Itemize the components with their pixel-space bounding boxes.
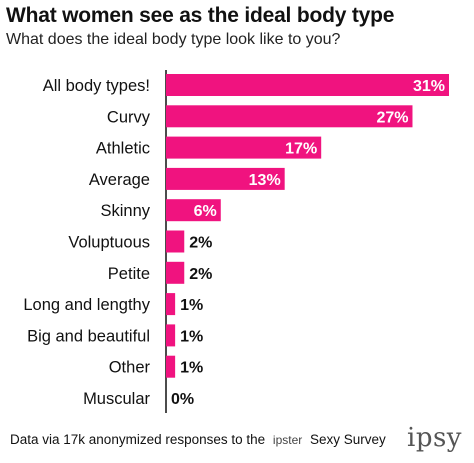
category-label-skinny: Skinny — [100, 202, 150, 220]
category-label-curvy: Curvy — [107, 108, 151, 126]
category-label-voluptuous: Voluptuous — [68, 234, 150, 252]
value-label-big-and-beautiful: 1% — [180, 328, 203, 345]
value-label-all-body-types: 31% — [413, 78, 445, 95]
category-label-long-and-lengthy: Long and lengthy — [23, 296, 150, 314]
ipsy-logo: ipsy — [407, 423, 462, 453]
category-label-all-body-types: All body types! — [43, 77, 150, 95]
bar-skinny — [166, 199, 221, 222]
footer-source-note: Data via 17k anonymized responses to the… — [10, 432, 386, 447]
value-label-athletic: 17% — [285, 141, 317, 158]
footer-brand: ipster — [272, 433, 303, 447]
value-label-curvy: 27% — [376, 109, 408, 126]
value-label-voluptuous: 2% — [189, 235, 212, 252]
value-label-petite: 2% — [189, 266, 212, 283]
bar-average — [166, 167, 285, 190]
footer-survey-name: Sexy Survey — [310, 432, 386, 447]
category-label-average: Average — [89, 171, 150, 189]
value-label-skinny: 6% — [194, 203, 217, 220]
category-label-big-and-beautiful: Big and beautiful — [27, 327, 150, 345]
value-label-average: 13% — [249, 172, 281, 189]
bar-big-and-beautiful — [166, 324, 176, 347]
category-label-athletic: Athletic — [96, 140, 150, 158]
value-label-muscular: 0% — [171, 391, 194, 408]
category-label-petite: Petite — [108, 265, 150, 283]
bar-chart: All body types! 31% Curvy 27% Athletic 17% Ave… — [23, 70, 449, 413]
category-label-muscular: Muscular — [83, 390, 150, 408]
bar-other — [166, 355, 176, 378]
bar-petite — [166, 261, 185, 284]
bar-all-body-types — [166, 74, 449, 96]
value-label-other: 1% — [180, 360, 203, 377]
chart-title: What women see as the ideal body type — [6, 4, 395, 27]
value-label-long-and-lengthy: 1% — [180, 297, 203, 314]
bar-long-and-lengthy — [166, 293, 176, 316]
bar-curvy — [166, 105, 413, 128]
bar-voluptuous — [166, 230, 185, 253]
chart-subtitle: What does the ideal body type look like … — [6, 31, 341, 48]
bar-athletic — [166, 136, 322, 159]
footer-text: Data via 17k anonymized responses to the — [10, 432, 266, 447]
category-label-other: Other — [109, 359, 151, 377]
